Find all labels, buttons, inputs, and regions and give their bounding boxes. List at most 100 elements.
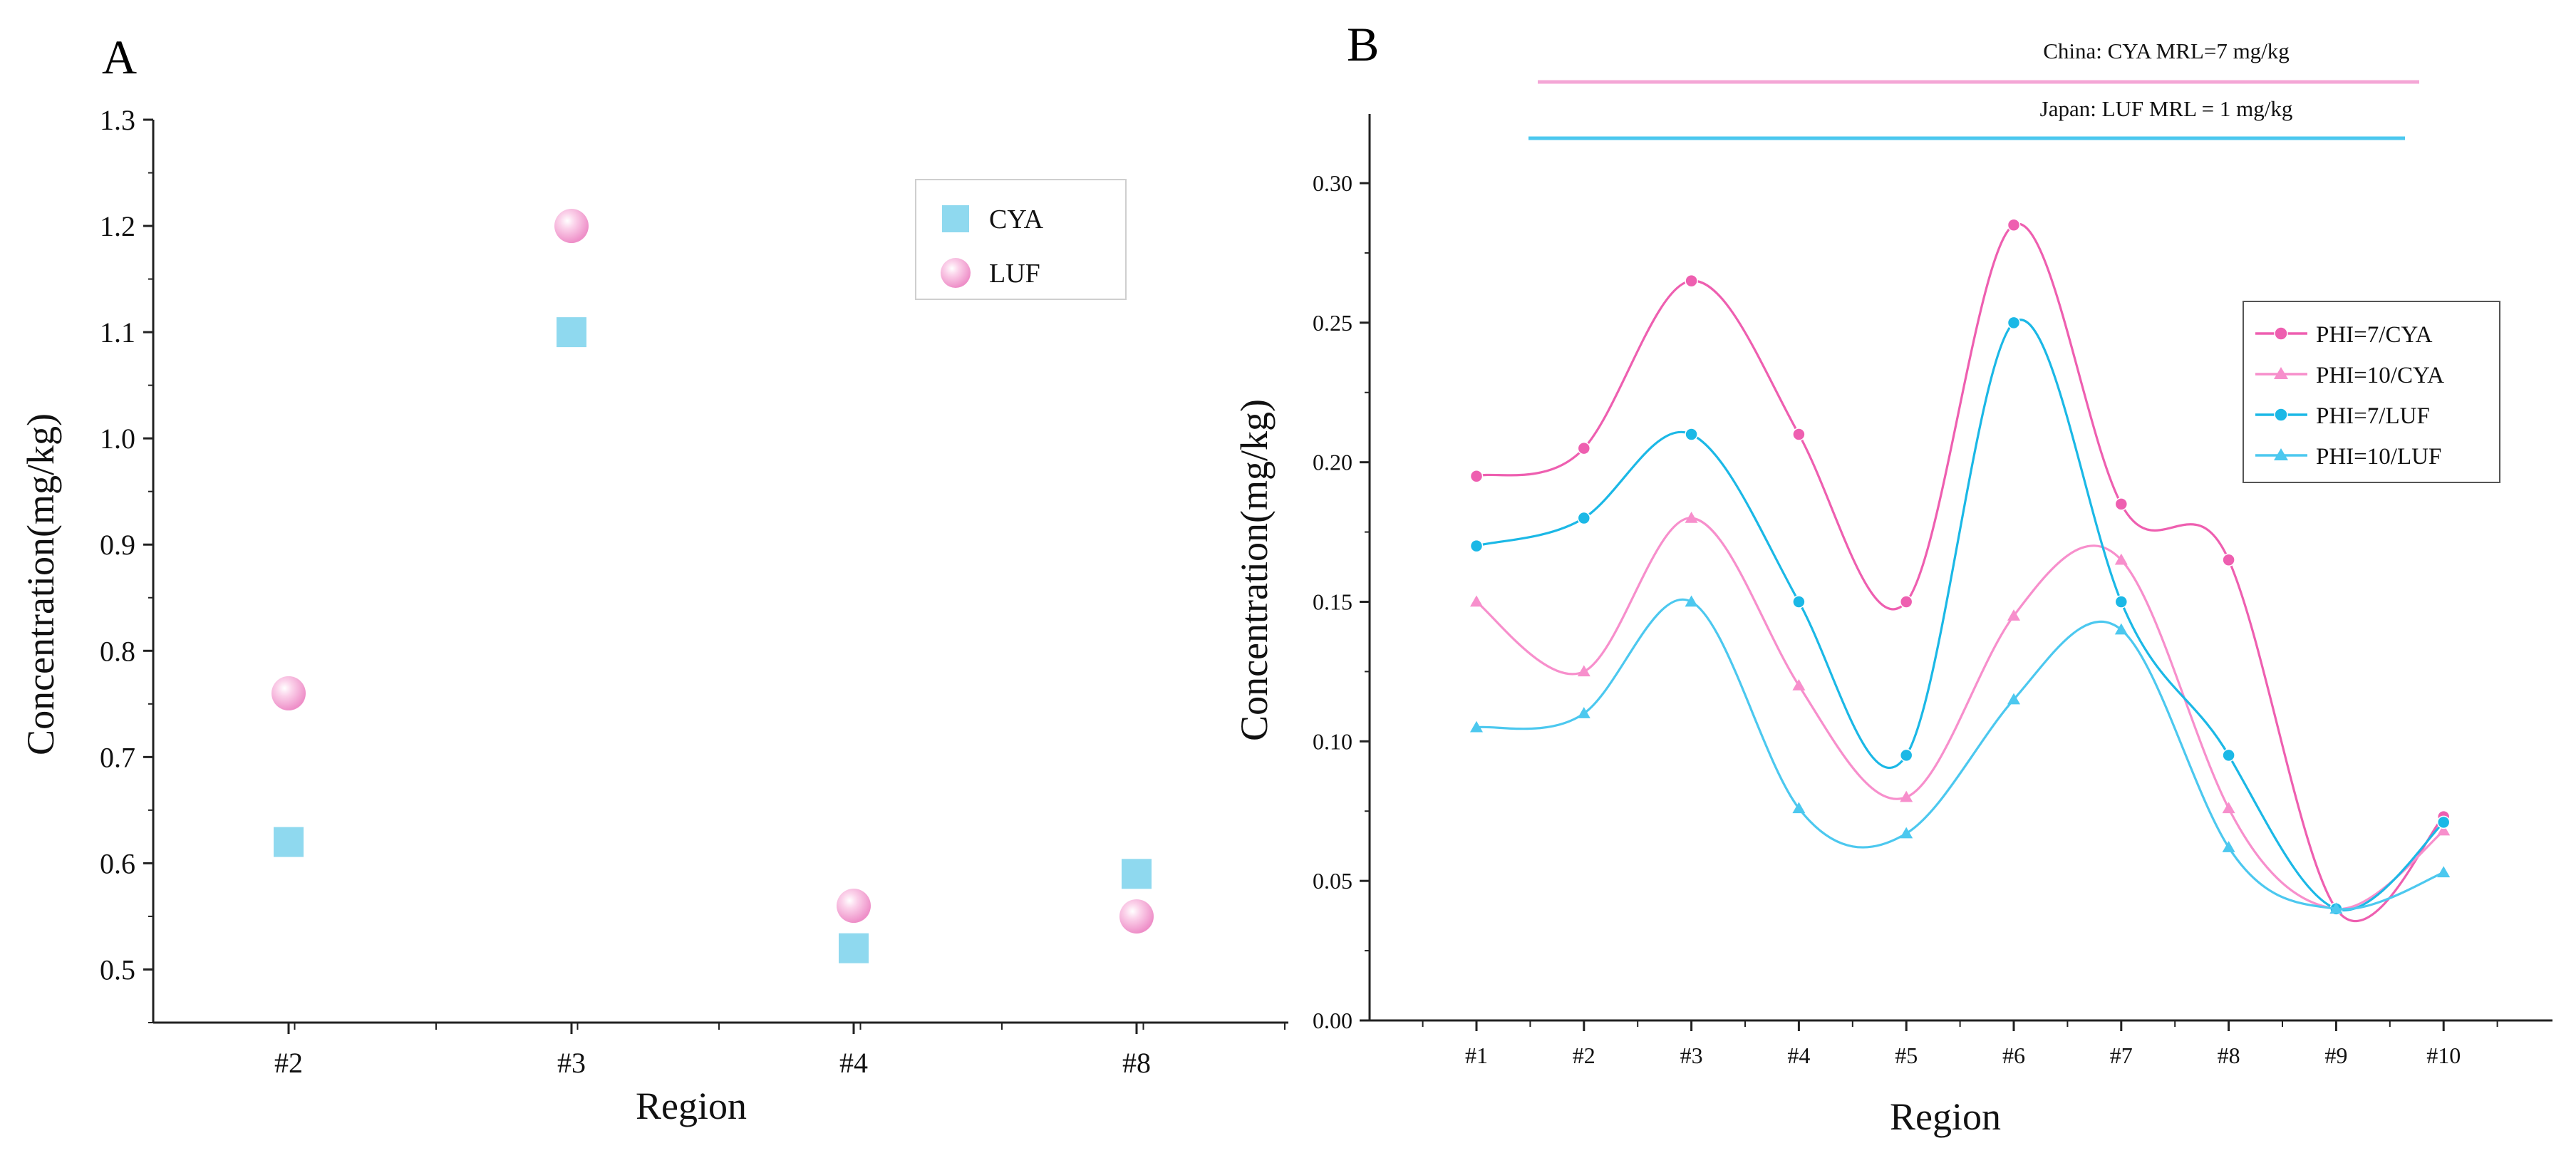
point-phi-7-luf	[1685, 428, 1698, 441]
panel-a-y-tick-label: 0.6	[100, 847, 135, 879]
panel-a-x-label: Region	[636, 1085, 747, 1127]
panel-b-x-tick-label: #6	[2002, 1043, 2025, 1068]
panel-b-y-tick-label: 0.30	[1313, 170, 1352, 196]
panel-b-x-tick-label: #3	[1680, 1043, 1703, 1068]
panel-a-y-tick-label: 0.7	[100, 741, 135, 773]
legend-label-phi-7-luf: PHI=7/LUF	[2316, 403, 2430, 429]
point-phi-10-luf	[2437, 866, 2451, 878]
point-phi-10-luf	[1900, 827, 1913, 839]
point-phi-7-luf	[2436, 815, 2451, 829]
panel-b-y-tick-label: 0.05	[1313, 868, 1352, 894]
point-phi-7-luf	[1792, 595, 1806, 609]
point-phi-10-luf	[1470, 720, 1483, 733]
point-phi-7-cya	[1577, 441, 1591, 455]
legend-swatch-cya	[942, 205, 969, 232]
cya-point	[274, 827, 304, 857]
panel-a-x-tick-label: #4	[839, 1047, 868, 1079]
point-phi-7-luf	[1469, 539, 1484, 553]
point-phi-10-luf	[2114, 623, 2128, 635]
series-line-phi-7-cya	[1476, 222, 2445, 923]
point-phi-10-luf	[2222, 841, 2235, 852]
legend-marker-phi-7-cya	[2274, 326, 2288, 341]
cya-point	[1122, 859, 1152, 889]
japan-mrl-label: Japan: LUF MRL = 1 mg/kg	[2040, 96, 2293, 121]
point-phi-7-cya	[2114, 497, 2128, 511]
legend-marker-phi-7-luf	[2274, 408, 2288, 422]
legend-marker-phi-10-cya	[2274, 367, 2288, 379]
point-phi-10-cya	[1470, 595, 1483, 607]
luf-point	[1119, 899, 1154, 934]
panel-a-x-tick-label: #8	[1122, 1047, 1151, 1079]
panel-b-x-label: Region	[1890, 1095, 2001, 1138]
panel-label-a: A	[102, 30, 137, 84]
panel-b-x-tick-label: #4	[1787, 1043, 1810, 1068]
panel-b-x-tick-label: #1	[1465, 1043, 1488, 1068]
point-phi-7-cya	[1685, 274, 1698, 288]
point-phi-7-luf	[1899, 748, 1913, 762]
legend-label-cya: CYA	[989, 205, 1044, 234]
panel-b-y-tick-label: 0.00	[1313, 1008, 1352, 1033]
panel-b-y-tick-label: 0.10	[1313, 728, 1352, 754]
panel-a-y-tick-label: 1.3	[100, 104, 135, 136]
panel-b-y-tick-label: 0.20	[1313, 450, 1352, 475]
panel-a-chart: 0.5 0.6 0.7 0.8 0.9 1.0 1.1 1.2 1.3 #2 #3 #4 #8 Reg…	[19, 104, 1288, 1127]
point-phi-10-cya	[2222, 802, 2235, 814]
point-phi-10-cya	[2114, 553, 2128, 565]
panel-a-x-tick-label: #2	[274, 1047, 303, 1079]
panel-b-legend: PHI=7/CYA PHI=10/CYA PHI=7/LUF PHI=10/LUF	[2243, 301, 2500, 483]
series-line-phi-10-cya	[1476, 517, 2445, 910]
panel-a-x-tick-label: #3	[557, 1047, 586, 1079]
point-phi-10-cya	[1685, 512, 1698, 523]
legend-marker-phi-10-luf	[2274, 448, 2288, 460]
panel-b-y-tick-label: 0.15	[1313, 589, 1352, 615]
panel-a-y-tick-label: 0.5	[100, 953, 135, 986]
panel-b-x-tick-label: #9	[2324, 1043, 2347, 1068]
point-phi-10-cya	[2437, 824, 2451, 836]
point-phi-7-luf	[2222, 748, 2235, 762]
legend-label-luf: LUF	[989, 259, 1040, 289]
panel-a-y-tick-label: 1.1	[100, 316, 135, 348]
cya-point	[557, 317, 586, 348]
luf-point	[837, 889, 871, 924]
panel-b-x-tick-label: #8	[2218, 1043, 2240, 1068]
point-phi-7-cya	[2222, 553, 2235, 567]
luf-point	[271, 676, 306, 710]
point-phi-10-luf	[1577, 707, 1590, 718]
legend-label-phi-7-cya: PHI=7/CYA	[2316, 322, 2433, 348]
panel-a-y-tick-label: 0.9	[100, 529, 135, 561]
point-phi-10-cya	[1792, 679, 1806, 691]
point-phi-10-luf	[1685, 595, 1698, 607]
series-line-phi-10-luf	[1476, 598, 2444, 911]
point-phi-10-cya	[1900, 790, 1913, 802]
panel-a-y-label: Concentration(mg/kg)	[19, 413, 62, 755]
panel-b-chart: 0.00 0.05 0.10 0.15 0.20 0.25 0.30 #1 #2 #3 #4 #5 #…	[1233, 38, 2552, 1138]
point-phi-10-cya	[2007, 609, 2020, 621]
legend-label-phi-10-luf: PHI=10/LUF	[2316, 444, 2441, 470]
point-phi-7-cya	[1792, 428, 1806, 441]
cya-point	[839, 933, 869, 963]
point-phi-7-cya	[1469, 470, 1484, 483]
panel-b-x-tick-label: #2	[1573, 1043, 1595, 1068]
point-phi-7-luf	[1577, 511, 1591, 525]
panel-a-y-tick-label: 1.0	[100, 423, 135, 455]
panel-b-x-tick-label: #5	[1895, 1043, 1918, 1068]
panel-a-y-tick-label: 1.2	[100, 210, 135, 242]
panel-a-y-tick-label: 0.8	[100, 635, 135, 667]
panel-b-y-tick-label: 0.25	[1313, 310, 1352, 336]
panel-b-x-tick-label: #10	[2426, 1043, 2461, 1068]
point-phi-10-luf	[1792, 802, 1806, 814]
panel-b-y-label: Concentration(mg/kg)	[1233, 399, 1276, 741]
panel-label-b: B	[1347, 17, 1379, 71]
series-line-phi-7-luf	[1476, 319, 2445, 911]
legend-swatch-luf	[941, 258, 971, 288]
china-mrl-label: China: CYA MRL=7 mg/kg	[2043, 38, 2290, 63]
legend-label-phi-10-cya: PHI=10/CYA	[2316, 363, 2444, 388]
point-phi-10-luf	[2329, 902, 2343, 914]
luf-point	[554, 209, 589, 244]
point-phi-7-luf	[2007, 316, 2021, 330]
panel-a-legend: CYA LUF	[915, 179, 1127, 300]
point-phi-10-luf	[2007, 693, 2020, 705]
point-phi-10-cya	[1577, 665, 1590, 677]
panel-b-x-tick-label: #7	[2110, 1043, 2133, 1068]
